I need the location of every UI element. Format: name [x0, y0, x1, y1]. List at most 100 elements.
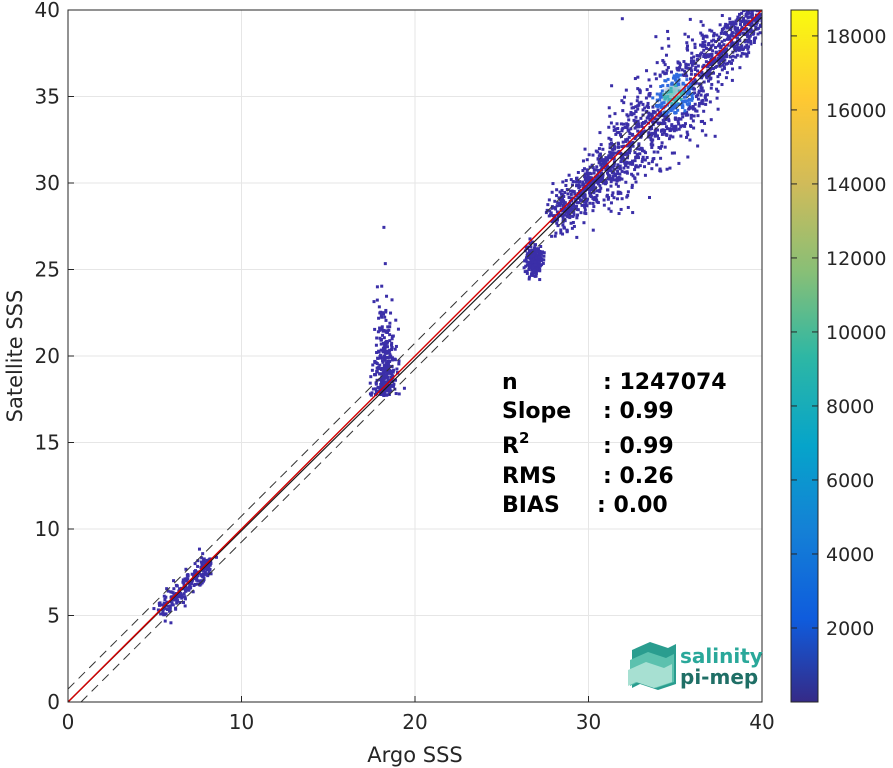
density-cell	[685, 74, 689, 78]
density-cell	[747, 37, 751, 41]
density-cell	[583, 205, 587, 209]
density-cell	[629, 162, 633, 166]
density-cell	[651, 157, 655, 161]
density-cell	[653, 72, 657, 76]
density-cell	[183, 604, 187, 608]
density-cell	[735, 28, 739, 32]
density-cell	[767, 0, 770, 3]
density-cell	[718, 64, 722, 68]
density-cell	[382, 364, 386, 368]
density-cell	[612, 196, 616, 200]
density-cell	[207, 564, 211, 568]
density-cell	[733, 47, 737, 51]
density-cell	[728, 37, 732, 41]
density-cell	[746, 15, 750, 19]
density-cell	[634, 180, 638, 184]
density-cell	[380, 315, 384, 319]
density-cell	[162, 601, 166, 605]
density-cell	[726, 35, 730, 39]
density-cell	[749, 42, 753, 46]
density-cell	[598, 152, 602, 156]
density-cell	[616, 145, 620, 149]
density-cell	[738, 12, 742, 16]
density-cell	[665, 167, 669, 171]
density-cell	[379, 348, 383, 352]
density-cell	[655, 163, 659, 167]
density-cell	[563, 219, 567, 223]
density-cell	[654, 77, 658, 81]
density-cell	[383, 358, 387, 362]
density-cell	[553, 234, 557, 238]
density-cell	[726, 23, 730, 27]
density-cell	[384, 374, 388, 378]
density-cell	[191, 590, 195, 594]
regression-line	[68, 16, 762, 702]
density-cell	[375, 298, 379, 302]
density-cell	[175, 595, 179, 599]
density-cell	[680, 112, 684, 116]
density-cell	[757, 4, 760, 7]
density-cell	[390, 341, 394, 345]
density-cell	[676, 75, 680, 79]
density-cell	[199, 560, 203, 564]
density-cell	[636, 107, 640, 111]
density-cell	[377, 316, 381, 320]
density-cell	[675, 72, 679, 76]
density-cell	[630, 185, 634, 189]
density-cell	[385, 383, 389, 387]
density-cell	[662, 60, 666, 64]
density-cell	[626, 193, 630, 197]
density-cell	[579, 211, 583, 215]
density-cell	[677, 95, 681, 99]
density-cell	[182, 581, 186, 585]
density-cell	[686, 113, 690, 117]
density-cell	[726, 43, 730, 47]
density-cell	[745, 33, 749, 37]
density-cell	[393, 378, 397, 382]
density-cell	[704, 102, 708, 106]
density-cell	[633, 151, 637, 155]
density-cell	[696, 57, 700, 61]
x-tick-label: 0	[62, 710, 75, 734]
density-cell	[692, 55, 696, 59]
density-cell	[388, 333, 392, 337]
density-cell	[596, 201, 600, 205]
density-cell	[668, 166, 672, 170]
density-cell	[681, 115, 685, 119]
density-cell	[736, 26, 740, 30]
density-cell	[650, 145, 654, 149]
density-cell	[152, 607, 156, 611]
density-cell	[734, 55, 738, 59]
density-cell	[651, 138, 655, 142]
density-cell	[572, 224, 576, 228]
density-cell	[567, 195, 571, 199]
density-cell	[161, 611, 165, 615]
density-cell	[609, 138, 613, 142]
density-cell	[568, 214, 572, 218]
colorbar-frame	[790, 9, 819, 703]
density-cell	[584, 212, 588, 216]
density-cell	[187, 588, 191, 592]
density-cell	[385, 389, 389, 393]
density-cell	[560, 197, 564, 201]
density-cell	[566, 192, 570, 196]
density-cell	[201, 579, 205, 583]
density-cell	[596, 150, 600, 154]
density-cell	[611, 153, 615, 157]
density-cell	[666, 83, 670, 87]
density-cell	[591, 209, 595, 213]
density-cell	[638, 164, 642, 168]
density-cell	[385, 393, 389, 397]
density-cell	[685, 130, 689, 134]
density-cell	[384, 366, 388, 370]
density-cell	[624, 151, 628, 155]
density-cell	[616, 190, 620, 194]
density-cell	[640, 124, 644, 128]
density-cell	[696, 69, 700, 73]
density-cell	[206, 574, 210, 578]
density-cell	[394, 318, 398, 322]
density-cell	[720, 14, 724, 18]
density-cell	[577, 186, 581, 190]
density-cell	[637, 101, 641, 105]
density-cell	[389, 375, 393, 379]
